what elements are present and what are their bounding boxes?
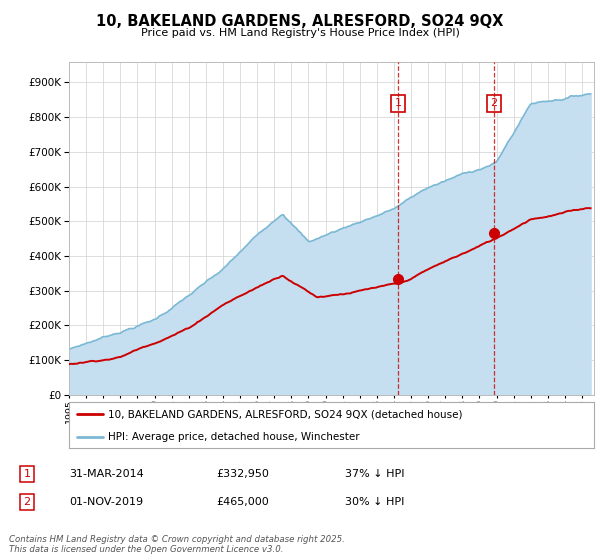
Text: Contains HM Land Registry data © Crown copyright and database right 2025.
This d: Contains HM Land Registry data © Crown c… <box>9 535 345 554</box>
Text: 30% ↓ HPI: 30% ↓ HPI <box>345 497 404 507</box>
Text: 2: 2 <box>23 497 31 507</box>
Text: 1: 1 <box>23 469 31 479</box>
Text: 1: 1 <box>395 98 401 108</box>
Text: 31-MAR-2014: 31-MAR-2014 <box>69 469 144 479</box>
Text: HPI: Average price, detached house, Winchester: HPI: Average price, detached house, Winc… <box>109 432 360 441</box>
Text: 2: 2 <box>490 98 497 108</box>
Text: 10, BAKELAND GARDENS, ALRESFORD, SO24 9QX: 10, BAKELAND GARDENS, ALRESFORD, SO24 9Q… <box>97 14 503 29</box>
Text: 37% ↓ HPI: 37% ↓ HPI <box>345 469 404 479</box>
Text: £465,000: £465,000 <box>216 497 269 507</box>
Text: £332,950: £332,950 <box>216 469 269 479</box>
Text: 10, BAKELAND GARDENS, ALRESFORD, SO24 9QX (detached house): 10, BAKELAND GARDENS, ALRESFORD, SO24 9Q… <box>109 409 463 419</box>
Text: Price paid vs. HM Land Registry's House Price Index (HPI): Price paid vs. HM Land Registry's House … <box>140 28 460 38</box>
Text: 01-NOV-2019: 01-NOV-2019 <box>69 497 143 507</box>
